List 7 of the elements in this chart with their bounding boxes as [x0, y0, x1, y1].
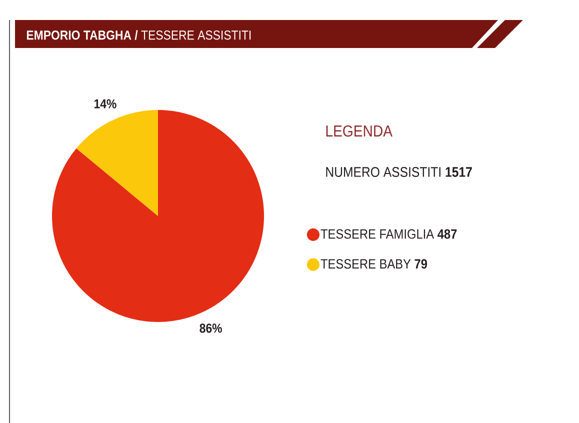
chart-title: EMPORIO TABGHA / TESSERE ASSISTITI — [26, 30, 251, 40]
text: NUMERO ASSISTITI 1517 — [326, 167, 472, 177]
data-label: 14% — [94, 99, 116, 108]
data-label: 86% — [200, 324, 222, 333]
legend-label: TESSERE FAMIGLIA 487 — [320, 229, 457, 239]
legend-label: TESSERE BABY 79 — [320, 259, 428, 269]
legend-title: LEGENDA — [326, 125, 392, 137]
